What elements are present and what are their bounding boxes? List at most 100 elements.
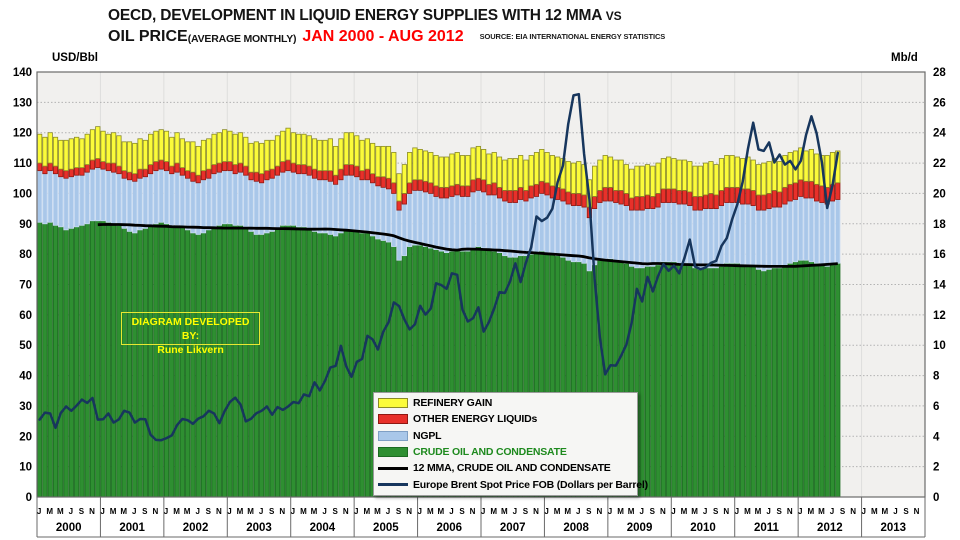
chart-title-line1: OECD, DEVELOPMENT IN LIQUID ENERGY SUPPL… [108, 7, 808, 25]
bar-segment-other-energy-liquids [121, 170, 127, 179]
bar-segment-other-energy-liquids [343, 164, 349, 176]
brent-line [38, 92, 840, 442]
bar-segment-crude-oil-and-condensate [253, 234, 259, 498]
right-axis-tick-label: 14 [933, 280, 946, 292]
chart-title-line2: OIL PRICE(AVERAGE MONTHLY) JAN 2000 - AUG… [108, 28, 808, 46]
x-axis-month-letter: J [703, 507, 707, 516]
bar-segment-refinery-gain [126, 141, 133, 173]
x-axis-month-letter: J [69, 507, 73, 516]
bar-segment-refinery-gain [290, 132, 296, 164]
x-axis-month-letter: S [523, 507, 529, 516]
bar-segment-ngpl [496, 197, 503, 254]
bar-segment-refinery-gain [380, 145, 386, 178]
bar-segment-refinery-gain [68, 138, 74, 170]
chart-title-avg-monthly: (AVERAGE MONTHLY) [187, 33, 297, 45]
left-axis-tick-label: 90 [19, 219, 32, 231]
x-axis-year-label: 2002 [183, 522, 209, 534]
bar-segment-ngpl [396, 209, 402, 261]
x-axis-month-letter: S [269, 507, 275, 516]
bar-segment-refinery-gain [507, 158, 513, 191]
bar-segment-ngpl [148, 173, 154, 226]
bar-segment-refinery-gain [396, 173, 402, 202]
bar-segment-other-energy-liquids [47, 162, 53, 172]
bar-segment-ngpl [285, 170, 291, 226]
bar-segment-other-energy-liquids [444, 186, 450, 199]
bar-segment-refinery-gain [597, 159, 603, 191]
bar-segment-refinery-gain [565, 161, 571, 193]
bar-segment-refinery-gain [660, 158, 666, 190]
bar-segment-other-energy-liquids [819, 185, 825, 203]
bar-segment-crude-oil-and-condensate [105, 221, 111, 498]
bar-segment-crude-oil-and-condensate [787, 262, 793, 498]
x-axis-month-letter: N [470, 507, 476, 516]
bar-segment-crude-oil-and-condensate [359, 232, 365, 498]
bar-segment-other-energy-liquids [285, 159, 291, 172]
x-axis-month-letter: M [871, 507, 878, 516]
bar-segment-refinery-gain [269, 139, 275, 170]
right-axis-tick-label: 12 [933, 310, 946, 322]
bar-segment-refinery-gain [592, 165, 598, 197]
bar-segment-ngpl [206, 177, 212, 231]
bar-segment-refinery-gain [613, 159, 619, 191]
x-axis-month-letter: M [691, 507, 698, 516]
bar-segment-ngpl [676, 203, 682, 264]
bar-segment-ngpl [89, 168, 96, 222]
x-axis-month-letter: N [279, 507, 285, 516]
bar-segment-ngpl [433, 196, 439, 250]
bar-segment-ngpl [37, 170, 43, 223]
legend-item: Europe Brent Spot Price FOB (Dollars per… [378, 477, 648, 493]
bar-segment-other-energy-liquids [639, 196, 645, 211]
bar-segment-ngpl [391, 193, 397, 247]
bar-segment-crude-oil-and-condensate [232, 224, 238, 498]
x-axis-month-letter: J [195, 507, 199, 516]
bar-segment-other-energy-liquids [222, 161, 228, 172]
bar-segment-ngpl [306, 174, 312, 229]
bar-segment-refinery-gain [761, 162, 767, 196]
bar-segment-other-energy-liquids [322, 170, 328, 181]
bar-segment-refinery-gain [385, 145, 392, 179]
bar-segment-crude-oil-and-condensate [84, 223, 90, 498]
bar-segment-ngpl [555, 199, 561, 257]
bar-segment-crude-oil-and-condensate [777, 267, 783, 498]
left-axis-tick-label: 100 [13, 188, 32, 200]
bar-segment-crude-oil-and-condensate [814, 262, 820, 498]
bar-segment-ngpl [63, 177, 69, 231]
bar-segment-other-energy-liquids [237, 162, 244, 173]
bar-segment-refinery-gain [602, 155, 608, 188]
bar-segment-ngpl [565, 203, 571, 261]
bar-segment-other-energy-liquids [84, 164, 90, 173]
x-axis-month-letter: J [227, 507, 231, 516]
bar-segment-other-energy-liquids [766, 193, 772, 210]
bar-segment-other-energy-liquids [327, 170, 333, 182]
bar-segment-refinery-gain [359, 139, 365, 172]
bar-segment-ngpl [169, 173, 175, 226]
bar-segment-other-energy-liquids [761, 194, 767, 211]
bar-segment-crude-oil-and-condensate [216, 224, 222, 498]
bar-segment-other-energy-liquids [317, 170, 323, 181]
bar-segment-ngpl [121, 177, 127, 229]
bar-segment-crude-oil-and-condensate [280, 224, 286, 498]
x-axis-month-letter: N [533, 507, 539, 516]
bar-segment-ngpl [560, 200, 566, 258]
x-axis-month-letter: J [322, 507, 326, 516]
bar-segment-other-energy-liquids [502, 189, 508, 202]
bar-segment-crude-oil-and-condensate [37, 221, 43, 498]
bar-segment-ngpl [502, 200, 508, 257]
bar-segment-ngpl [444, 197, 450, 254]
bar-segment-refinery-gain [782, 155, 788, 188]
bar-segment-crude-oil-and-condensate [185, 229, 191, 498]
bar-segment-crude-oil-and-condensate [729, 262, 735, 498]
x-axis-month-letter: N [914, 507, 920, 516]
bar-segment-refinery-gain [274, 135, 281, 167]
bar-segment-ngpl [607, 200, 614, 260]
right-axis-tick-label: 8 [933, 371, 940, 383]
bar-segment-crude-oil-and-condensate [824, 265, 830, 498]
bar-segment-ngpl [280, 171, 286, 226]
x-axis-month-letter: N [723, 507, 729, 516]
bar-segment-ngpl [703, 208, 709, 269]
bar-segment-crude-oil-and-condensate [169, 224, 175, 498]
bar-segment-other-energy-liquids [364, 168, 370, 181]
bar-segment-ngpl [660, 202, 666, 263]
bar-segment-other-energy-liquids [200, 170, 207, 181]
left-axis-tick-label: 50 [19, 340, 32, 352]
